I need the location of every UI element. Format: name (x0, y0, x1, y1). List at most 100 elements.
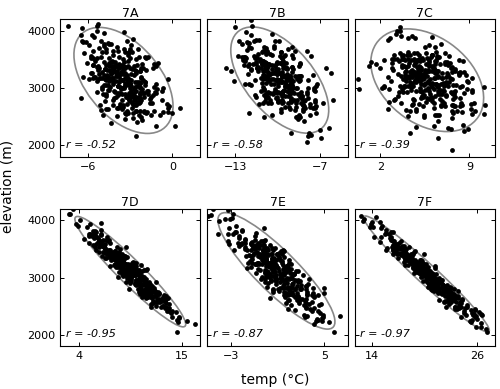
Text: temp (°C): temp (°C) (241, 373, 309, 387)
Point (288, 64, 296, 70)
Title: 7C: 7C (416, 7, 433, 20)
Point (124, 63, 132, 69)
Point (467, 100, 475, 107)
Point (415, 270, 423, 276)
Point (127, 71, 135, 77)
Point (100, 249, 108, 255)
Point (93, 28, 101, 34)
Point (388, 237, 396, 243)
Point (298, 102, 306, 108)
Point (238, 241, 246, 247)
Point (418, 268, 426, 274)
Point (412, 79, 420, 86)
Point (130, 102, 138, 109)
Point (468, 319, 475, 325)
Point (396, 250, 404, 256)
Point (428, 54, 436, 60)
Point (306, 306, 314, 312)
Point (302, 305, 310, 311)
Point (437, 290, 445, 296)
Point (120, 82, 128, 89)
Point (299, 102, 307, 108)
Point (102, 254, 110, 261)
Point (399, 53, 407, 59)
Point (142, 293, 150, 299)
Point (136, 108, 144, 114)
Point (408, 33, 416, 39)
Point (454, 293, 462, 299)
Point (284, 84, 292, 90)
Point (121, 75, 129, 82)
Point (254, 266, 262, 272)
Point (273, 71, 281, 77)
Point (425, 272, 433, 278)
Point (115, 254, 123, 260)
Point (122, 271, 130, 277)
Point (412, 76, 420, 82)
Point (442, 288, 450, 294)
Point (296, 61, 304, 67)
Text: r = -0.52: r = -0.52 (66, 140, 116, 150)
Point (90, 34, 98, 40)
Point (447, 299, 455, 305)
Point (264, 280, 272, 286)
Point (450, 291, 458, 298)
Point (423, 95, 431, 101)
Point (407, 83, 415, 89)
Point (460, 89, 468, 96)
Point (432, 284, 440, 291)
Point (124, 93, 132, 99)
Point (393, 251, 401, 258)
Point (278, 89, 285, 95)
Point (88, 231, 96, 238)
Point (441, 59, 449, 65)
Point (422, 68, 430, 75)
Point (284, 46, 292, 53)
Point (306, 103, 314, 110)
Point (288, 64, 296, 70)
Point (447, 291, 455, 298)
Point (385, 99, 393, 105)
Point (285, 297, 293, 303)
Point (244, 247, 252, 253)
Point (107, 59, 115, 65)
Point (262, 255, 270, 261)
Point (92, 74, 100, 80)
Point (422, 61, 430, 67)
Point (288, 82, 296, 88)
Point (451, 306, 459, 312)
Point (268, 255, 276, 261)
Point (282, 73, 290, 79)
Point (430, 100, 438, 106)
Point (290, 294, 298, 300)
Point (109, 48, 117, 54)
Point (378, 84, 386, 91)
Point (256, 254, 264, 260)
Point (112, 254, 120, 260)
Point (411, 77, 419, 83)
Point (280, 272, 288, 279)
Point (136, 270, 144, 277)
Point (262, 252, 270, 258)
Point (422, 279, 430, 286)
Point (300, 312, 308, 318)
Point (142, 266, 150, 273)
Point (283, 66, 291, 72)
Point (103, 75, 111, 82)
Point (298, 108, 306, 114)
Point (123, 108, 131, 114)
Point (114, 260, 122, 266)
Point (168, 308, 176, 314)
Point (476, 320, 484, 326)
Point (401, 257, 409, 263)
Point (116, 256, 124, 262)
Point (110, 88, 118, 95)
Point (313, 81, 321, 87)
Point (411, 60, 419, 66)
Point (304, 89, 312, 95)
Point (418, 262, 426, 268)
Point (278, 275, 285, 282)
Point (400, 55, 407, 61)
Point (302, 300, 310, 306)
Point (262, 75, 270, 81)
